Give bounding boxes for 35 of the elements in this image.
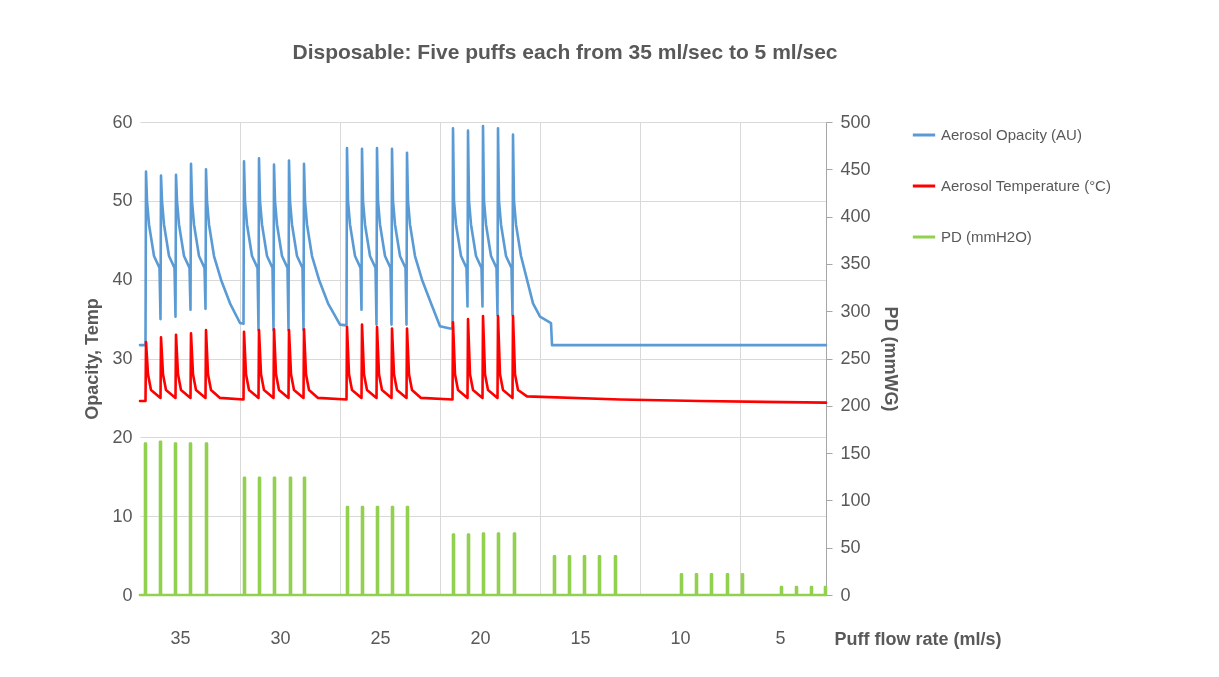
x-axis-title: Puff flow rate (ml/s) <box>834 628 1002 649</box>
y-tick-label: 0 <box>122 584 133 605</box>
legend-label: Aerosol Opacity (AU) <box>941 126 1082 143</box>
line-series <box>138 440 828 597</box>
y2-tick-label: 250 <box>840 348 871 368</box>
y2-axis-title: PD (mmWG) <box>880 306 901 412</box>
y2-tick-label: 350 <box>840 253 871 274</box>
line-series <box>138 124 828 347</box>
y-tick-label: 60 <box>112 111 133 132</box>
y2-tick-label: 300 <box>840 300 871 321</box>
chart-title: Disposable: Five puffs each from 35 ml/sec to 5 ml/sec <box>292 40 838 63</box>
line-series <box>138 314 828 404</box>
y2-tick-label: 150 <box>840 442 871 463</box>
y-axis-title: Opacity, Temp <box>82 298 103 420</box>
x-tick-label: 30 <box>270 627 291 648</box>
y-tick-label: 10 <box>112 505 133 526</box>
y2-tick-label: 400 <box>840 206 871 227</box>
y2-tick-label: 450 <box>840 158 871 179</box>
x-tick-label: 20 <box>470 627 491 648</box>
x-tick-label: 35 <box>170 627 191 648</box>
y-tick-label: 40 <box>112 269 133 290</box>
x-tick-label: 15 <box>570 627 591 648</box>
x-tick-label: 25 <box>370 627 391 648</box>
y2-tick-label: 100 <box>840 489 871 510</box>
y2-tick-label: 50 <box>840 537 861 558</box>
y-tick-label: 30 <box>112 348 133 368</box>
x-tick-label: 10 <box>670 627 691 648</box>
y-tick-label: 20 <box>112 426 133 447</box>
y2-tick-label: 500 <box>840 111 871 132</box>
y-tick-label: 50 <box>112 190 133 211</box>
legend-label: PD (mmH2O) <box>941 228 1032 245</box>
x-tick-label: 5 <box>775 627 786 648</box>
y2-tick-label: 200 <box>840 395 871 416</box>
legend-label: Aerosol Temperature (°C) <box>941 177 1111 194</box>
y2-tick-label: 0 <box>840 584 851 605</box>
